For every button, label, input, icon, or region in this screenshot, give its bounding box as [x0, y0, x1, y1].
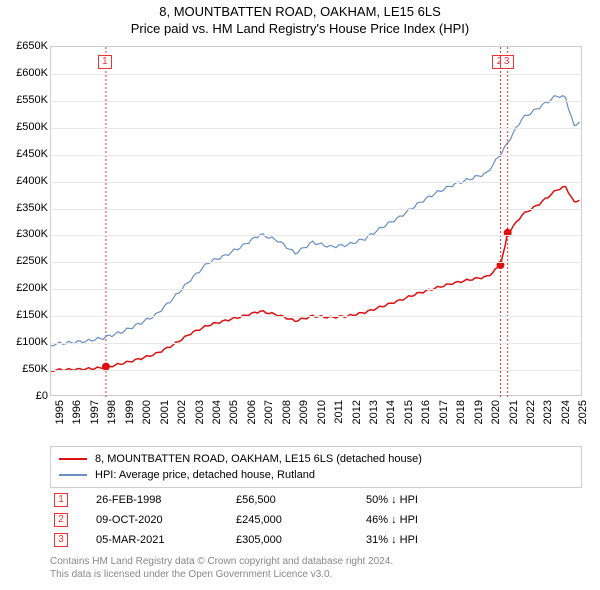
sales-row-price: £245,000	[236, 514, 366, 526]
gridline	[51, 262, 581, 263]
sales-row: 3 05-MAR-2021£305,00031% ↓ HPI	[50, 530, 582, 550]
y-axis-label: £50K	[0, 363, 48, 375]
sales-row-date: 05-MAR-2021	[96, 534, 236, 546]
chart-title: 8, MOUNTBATTEN ROAD, OAKHAM, LE15 6LS	[0, 4, 600, 19]
y-axis-label: £200K	[0, 282, 48, 294]
sales-row-index: 1	[54, 493, 68, 507]
legend: 8, MOUNTBATTEN ROAD, OAKHAM, LE15 6LS (d…	[50, 446, 582, 488]
x-axis-label: 1997	[89, 400, 101, 424]
sales-row: 2 09-OCT-2020£245,00046% ↓ HPI	[50, 510, 582, 530]
plot-area	[50, 46, 582, 396]
sales-row-delta: 46% ↓ HPI	[366, 514, 582, 526]
attribution-line1: Contains HM Land Registry data © Crown c…	[50, 555, 582, 568]
sales-row-delta: 31% ↓ HPI	[366, 534, 582, 546]
x-axis-label: 1995	[54, 400, 66, 424]
legend-swatch	[59, 458, 87, 460]
x-axis-label: 2018	[455, 400, 467, 424]
chart-header: 8, MOUNTBATTEN ROAD, OAKHAM, LE15 6LS Pr…	[0, 0, 600, 38]
y-axis-label: £600K	[0, 67, 48, 79]
x-axis-label: 2009	[298, 400, 310, 424]
y-axis-label: £100K	[0, 336, 48, 348]
x-axis-label: 2007	[263, 400, 275, 424]
x-axis-label: 2000	[141, 400, 153, 424]
x-axis-label: 1999	[124, 400, 136, 424]
sales-row-date: 09-OCT-2020	[96, 514, 236, 526]
x-axis-label: 2011	[333, 400, 345, 424]
x-axis-label: 2010	[316, 400, 328, 424]
y-axis-label: £550K	[0, 94, 48, 106]
x-axis-label: 2022	[525, 400, 537, 424]
gridline	[51, 289, 581, 290]
legend-item: 8, MOUNTBATTEN ROAD, OAKHAM, LE15 6LS (d…	[59, 451, 573, 467]
sales-row-price: £56,500	[236, 494, 366, 506]
gridline	[51, 182, 581, 183]
x-axis-label: 1998	[106, 400, 118, 424]
y-axis-label: £400K	[0, 175, 48, 187]
x-axis-label: 2008	[281, 400, 293, 424]
y-axis-label: £300K	[0, 228, 48, 240]
chart-subtitle: Price paid vs. HM Land Registry's House …	[0, 21, 600, 36]
x-axis-label: 2014	[385, 400, 397, 424]
gridline	[51, 128, 581, 129]
gridline	[51, 235, 581, 236]
sales-table: 1 26-FEB-1998£56,50050% ↓ HPI 2 09-OCT-2020…	[50, 490, 582, 550]
x-axis-label: 2020	[490, 400, 502, 424]
x-axis-label: 2012	[351, 400, 363, 424]
x-axis-label: 1996	[71, 400, 83, 424]
chart-container: 8, MOUNTBATTEN ROAD, OAKHAM, LE15 6LS Pr…	[0, 0, 600, 590]
x-axis-label: 2003	[194, 400, 206, 424]
x-axis-label: 2024	[560, 400, 572, 424]
y-axis-label: £650K	[0, 40, 48, 52]
sales-row-delta: 50% ↓ HPI	[366, 494, 582, 506]
x-axis-label: 2017	[438, 400, 450, 424]
gridline	[51, 316, 581, 317]
x-axis-label: 2019	[473, 400, 485, 424]
legend-swatch	[59, 474, 87, 476]
sale-marker-box: 3	[500, 55, 514, 69]
sale-marker-box: 1	[98, 55, 112, 69]
x-axis-label: 2006	[246, 400, 258, 424]
y-axis-label: £250K	[0, 255, 48, 267]
x-axis-label: 2013	[368, 400, 380, 424]
x-axis-label: 2016	[420, 400, 432, 424]
sales-row-index: 3	[54, 533, 68, 547]
y-axis-label: £450K	[0, 148, 48, 160]
x-axis-label: 2021	[508, 400, 520, 424]
legend-label: 8, MOUNTBATTEN ROAD, OAKHAM, LE15 6LS (d…	[95, 453, 422, 465]
attribution-line2: This data is licensed under the Open Gov…	[50, 568, 582, 581]
x-axis-label: 2001	[159, 400, 171, 424]
x-axis-label: 2023	[542, 400, 554, 424]
gridline	[51, 343, 581, 344]
gridline	[51, 74, 581, 75]
x-axis-label: 2025	[577, 400, 589, 424]
sales-row-price: £305,000	[236, 534, 366, 546]
x-axis-label: 2002	[176, 400, 188, 424]
sales-row-index: 2	[54, 513, 68, 527]
gridline	[51, 101, 581, 102]
x-axis-label: 2004	[211, 400, 223, 424]
y-axis-label: £0	[0, 390, 48, 402]
legend-label: HPI: Average price, detached house, Rutl…	[95, 469, 315, 481]
y-axis-label: £500K	[0, 121, 48, 133]
gridline	[51, 209, 581, 210]
attribution: Contains HM Land Registry data © Crown c…	[50, 555, 582, 581]
x-axis-label: 2015	[403, 400, 415, 424]
gridline	[51, 155, 581, 156]
sales-row-date: 26-FEB-1998	[96, 494, 236, 506]
sales-row: 1 26-FEB-1998£56,50050% ↓ HPI	[50, 490, 582, 510]
gridline	[51, 370, 581, 371]
legend-item: HPI: Average price, detached house, Rutl…	[59, 467, 573, 483]
y-axis-label: £150K	[0, 309, 48, 321]
y-axis-label: £350K	[0, 202, 48, 214]
x-axis-label: 2005	[228, 400, 240, 424]
